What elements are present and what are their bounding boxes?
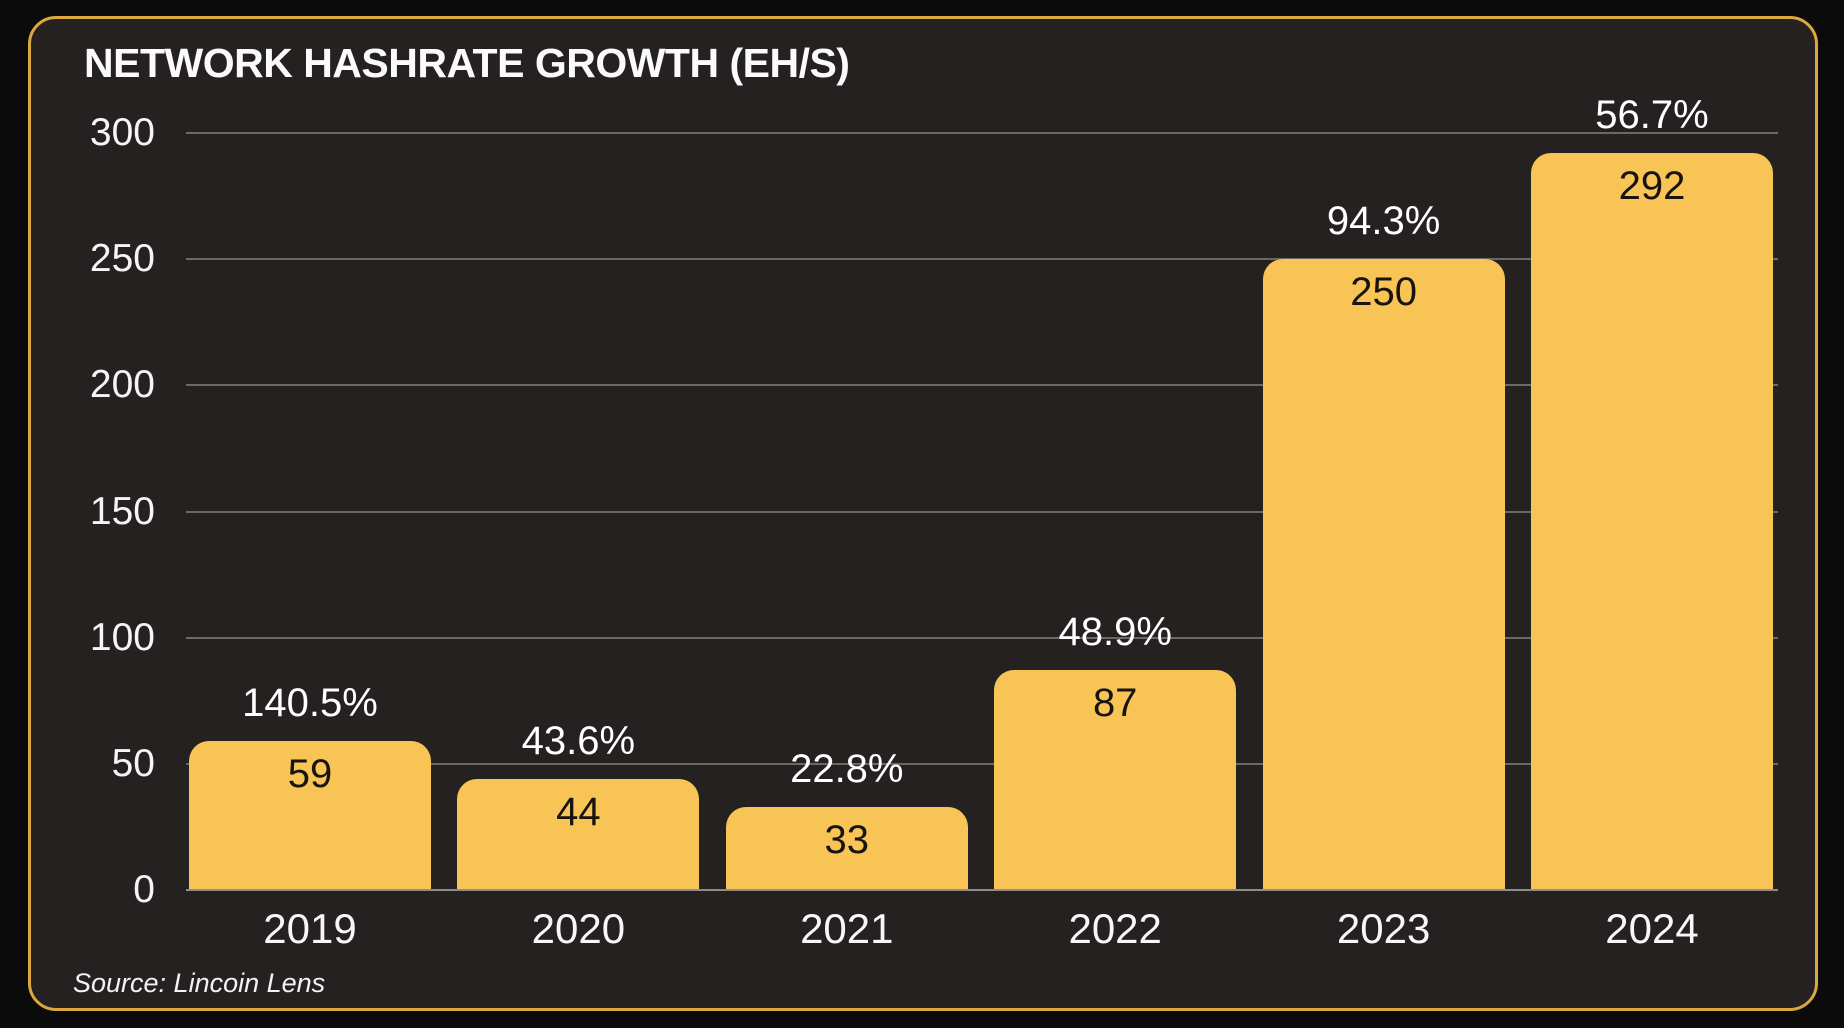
growth-percent-label: 22.8%	[790, 746, 904, 791]
growth-percent-label: 94.3%	[1326, 199, 1441, 244]
bar-value-label: 33	[824, 817, 870, 862]
bar-2021	[725, 806, 968, 891]
bar-2023	[1262, 259, 1505, 891]
gridline	[186, 636, 1778, 639]
bar-value-label: 292	[1618, 164, 1686, 209]
x-axis-line	[186, 889, 1778, 891]
y-axis-tick-label: 100	[89, 615, 155, 659]
bar-2022	[994, 670, 1237, 891]
y-axis-tick-label: 250	[89, 237, 155, 281]
growth-percent-label: 56.7%	[1595, 93, 1709, 138]
chart-title: NETWORK HASHRATE GROWTH (EH/S)	[84, 40, 850, 86]
bar-2024	[1531, 153, 1773, 891]
y-axis-tick-label: 150	[89, 489, 155, 533]
gridline	[186, 384, 1778, 387]
x-axis-year-label: 2022	[1068, 905, 1162, 952]
growth-percent-label: 48.9%	[1058, 610, 1172, 655]
x-axis-year-label: 2020	[531, 905, 626, 952]
bar-value-label: 59	[287, 752, 333, 797]
gridline	[186, 258, 1778, 261]
plot-area: 0 50 100 150 200 250 300 140.5% 59 2019 43.6% 44 202…	[31, 19, 1815, 1008]
bar-2020	[457, 778, 700, 891]
growth-percent-label: 140.5%	[242, 681, 378, 726]
source-caption: Source: Lincoin Lens	[73, 968, 326, 998]
bar-value-label: 250	[1350, 270, 1417, 315]
x-axis-year-label: 2021	[800, 905, 894, 952]
x-axis-year-label: 2019	[263, 905, 357, 952]
gridline	[186, 510, 1778, 513]
gridline	[186, 132, 1778, 134]
chart-panel: NETWORK HASHRATE GROWTH (EH/S) 0 50 100 150…	[28, 16, 1818, 1011]
gridline	[186, 762, 1778, 765]
y-axis-tick-label: 300	[89, 111, 155, 154]
bar-value-label: 44	[556, 789, 601, 834]
y-axis-tick-label: 50	[111, 741, 155, 785]
x-axis-year-label: 2023	[1336, 905, 1431, 952]
bar-2019	[189, 741, 431, 891]
growth-percent-label: 43.6%	[521, 718, 636, 763]
y-axis-tick-label: 200	[89, 363, 155, 407]
bar-value-label: 87	[1092, 681, 1138, 726]
y-axis-tick-label: 0	[133, 868, 155, 911]
x-axis-year-label: 2024	[1605, 905, 1699, 952]
